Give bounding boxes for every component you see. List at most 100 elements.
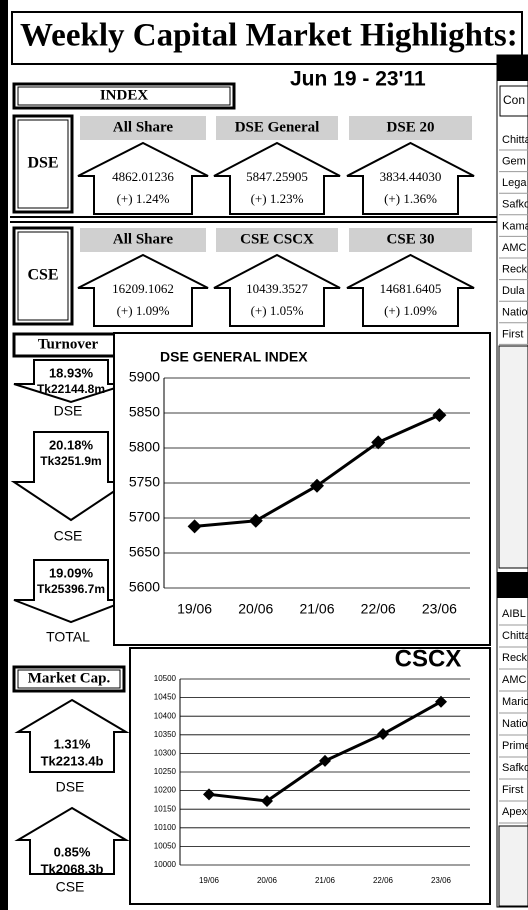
side-header-bar — [497, 572, 528, 598]
up-arrow — [77, 253, 209, 327]
data-point — [371, 435, 386, 450]
index-tab — [216, 116, 338, 140]
x-tick-label: 21/06 — [299, 601, 334, 617]
up-arrow — [77, 141, 209, 215]
market-cap-change: 0.85% — [54, 844, 91, 859]
index-value: 16209.1062 — [112, 281, 174, 296]
y-tick-label: 10500 — [154, 674, 177, 683]
market-cap-change: 1.31% — [54, 736, 91, 751]
label-box-inner — [17, 119, 69, 209]
y-tick-label: 10000 — [154, 860, 177, 869]
market-cap-amount: Tk2213.4b — [41, 753, 104, 768]
turnover-change: 18.93% — [49, 365, 94, 380]
data-point — [319, 754, 331, 767]
index-tab — [80, 116, 206, 140]
label-box-inner — [17, 231, 69, 321]
index-tab — [80, 228, 206, 252]
index-box — [12, 82, 236, 110]
index-change: (+) 1.09% — [384, 303, 437, 318]
y-tick-label: 5750 — [129, 474, 160, 490]
index-change: (+) 1.09% — [117, 303, 170, 318]
x-tick-label: 21/06 — [315, 876, 336, 885]
x-tick-label: 19/06 — [177, 601, 212, 617]
turnover-change: 20.18% — [49, 437, 94, 452]
index-name: All Share — [113, 119, 173, 135]
turnover-amount: Tk25396.7m — [37, 582, 105, 596]
turnover-amount: Tk22144.8m — [37, 382, 105, 396]
data-point — [203, 788, 215, 801]
up-arrow — [213, 141, 341, 215]
y-tick-label: 5900 — [129, 369, 160, 385]
chart-title: CSCX — [395, 645, 462, 672]
side-item: Prime — [502, 740, 528, 752]
data-point — [432, 408, 447, 423]
y-tick-label: 5800 — [129, 439, 160, 455]
turnover-change: 19.09% — [49, 565, 94, 580]
data-point — [261, 795, 273, 808]
index-name: DSE 20 — [387, 119, 435, 135]
index-change: (+) 1.24% — [117, 191, 170, 206]
down-arrow — [13, 359, 129, 404]
up-arrow — [14, 806, 130, 875]
market-label: CSE — [27, 267, 58, 284]
index-change: (+) 1.36% — [384, 191, 437, 206]
side-mini-chart — [498, 345, 528, 569]
turnover-title: Turnover — [38, 336, 99, 352]
side-item: Apex — [502, 806, 528, 818]
market-label: DSE — [27, 155, 58, 172]
side-item: Reck — [502, 652, 528, 664]
title-box — [11, 11, 523, 65]
side-item: Natio — [502, 718, 528, 730]
y-tick-label: 10150 — [154, 804, 177, 813]
index-name: CSE CSCX — [240, 231, 314, 247]
x-tick-label: 19/06 — [199, 876, 220, 885]
side-item: Lega — [502, 177, 527, 189]
label-box — [12, 665, 126, 693]
y-tick-label: 5700 — [129, 509, 160, 525]
index-change: (+) 1.05% — [251, 303, 304, 318]
x-tick-label: 23/06 — [431, 876, 452, 885]
market-cap-amount: Tk2068.3b — [41, 861, 104, 876]
side-mini-chart — [498, 825, 528, 907]
date-range: Jun 19 - 23'11 — [290, 68, 426, 91]
up-arrow — [346, 253, 475, 327]
data-point — [377, 728, 389, 741]
down-arrow — [10, 431, 132, 522]
y-tick-label: 10300 — [154, 749, 177, 758]
side-header-bar — [497, 55, 528, 81]
side-item: Natio — [502, 307, 528, 319]
index-value: 4862.01236 — [112, 169, 174, 184]
market-cap-title: Market Cap. — [28, 670, 111, 686]
side-item: AMC — [502, 242, 527, 254]
index-value: 10439.3527 — [246, 281, 308, 296]
index-title: INDEX — [100, 87, 149, 103]
index-name: DSE General — [235, 119, 320, 135]
y-tick-label: 10200 — [154, 786, 177, 795]
side-item: First — [502, 784, 523, 796]
x-tick-label: 22/06 — [373, 876, 394, 885]
index-change: (+) 1.23% — [251, 191, 304, 206]
up-arrow — [14, 698, 130, 773]
side-item: AMC — [502, 674, 527, 686]
data-point — [248, 513, 263, 528]
up-arrow — [213, 253, 341, 327]
y-tick-label: 10100 — [154, 823, 177, 832]
side-item: Chitta — [502, 134, 528, 146]
side-item: Safko — [502, 762, 528, 774]
x-tick-label: 22/06 — [361, 601, 396, 617]
data-point — [310, 478, 324, 493]
side-item: Chitta — [502, 630, 528, 642]
page-title: Weekly Capital Market Highlights: — [20, 18, 518, 54]
side-item: Safko — [502, 199, 528, 211]
label-box — [12, 226, 74, 326]
chart-title: DSE GENERAL INDEX — [160, 349, 308, 365]
side-item: Kama — [502, 220, 528, 232]
chart-frame — [129, 647, 491, 905]
index-value: 5847.25905 — [246, 169, 308, 184]
turnover-market: CSE — [54, 528, 83, 544]
down-arrow — [13, 559, 129, 624]
y-tick-label: 10450 — [154, 693, 177, 702]
x-tick-label: 20/06 — [238, 601, 273, 617]
